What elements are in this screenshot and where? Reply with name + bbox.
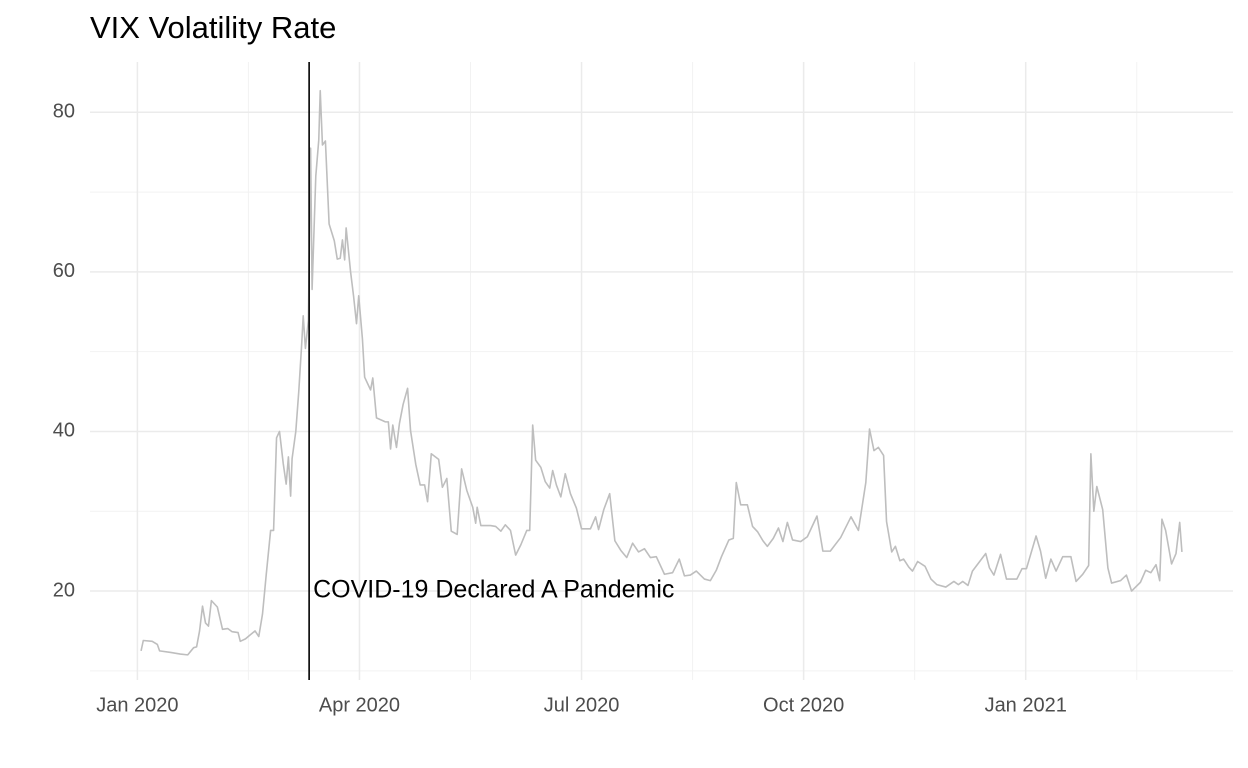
chart-title: VIX Volatility Rate — [90, 10, 336, 45]
data-line — [140, 89, 1183, 656]
y-tick-label: 60 — [53, 260, 75, 282]
x-tick-label: Jan 2021 — [985, 694, 1067, 716]
y-tick-label: 20 — [53, 579, 75, 601]
annotation: COVID-19 Declared A Pandemic — [313, 576, 674, 604]
x-tick-label: Apr 2020 — [319, 694, 400, 716]
y-tick-label: 80 — [53, 101, 75, 123]
x-tick-label: Jul 2020 — [544, 694, 620, 716]
x-tick-label: Oct 2020 — [763, 694, 844, 716]
x-tick-label: Jan 2020 — [96, 694, 178, 716]
y-tick-label: 40 — [53, 420, 75, 442]
